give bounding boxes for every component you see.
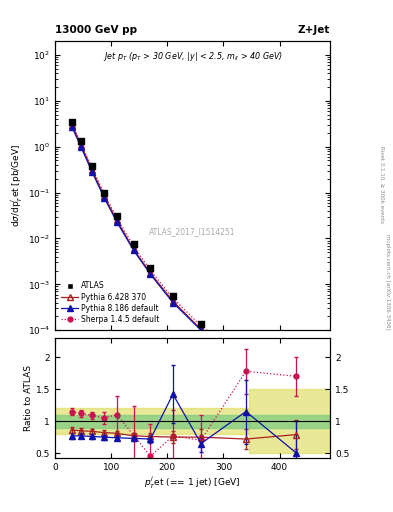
- Text: Rivet 3.1.10, ≥ 300k events: Rivet 3.1.10, ≥ 300k events: [380, 146, 384, 223]
- Point: [198, 319, 204, 328]
- Point: [89, 162, 95, 170]
- Text: mcplots.cern.ch [arXiv:1306.3436]: mcplots.cern.ch [arXiv:1306.3436]: [385, 234, 390, 329]
- Legend: ATLAS, Pythia 6.428 370, Pythia 8.186 default, Sherpa 1.4.5 default: ATLAS, Pythia 6.428 370, Pythia 8.186 de…: [59, 279, 162, 327]
- Y-axis label: Ratio to ATLAS: Ratio to ATLAS: [24, 365, 33, 431]
- Y-axis label: d$\sigma$/dp$_T^j$et [pb/GeV]: d$\sigma$/dp$_T^j$et [pb/GeV]: [9, 144, 25, 227]
- X-axis label: $p_T^j$et (== 1 jet) [GeV]: $p_T^j$et (== 1 jet) [GeV]: [144, 475, 241, 491]
- Point: [170, 291, 176, 300]
- Point: [147, 264, 154, 272]
- Text: Jet $p_T$ ($p_T$ > 30 GeV, $|y|$ < 2.5, $m_{ll}$ > 40 GeV): Jet $p_T$ ($p_T$ > 30 GeV, $|y|$ < 2.5, …: [103, 50, 283, 62]
- Point: [69, 118, 75, 126]
- Text: ATLAS_2017_I1514251: ATLAS_2017_I1514251: [149, 227, 236, 237]
- Point: [243, 354, 249, 362]
- Point: [78, 137, 84, 145]
- Point: [130, 240, 137, 248]
- Text: 13000 GeV pp: 13000 GeV pp: [55, 25, 137, 35]
- Point: [114, 212, 120, 220]
- Text: Z+Jet: Z+Jet: [298, 25, 330, 35]
- Point: [293, 366, 299, 374]
- Point: [101, 188, 108, 197]
